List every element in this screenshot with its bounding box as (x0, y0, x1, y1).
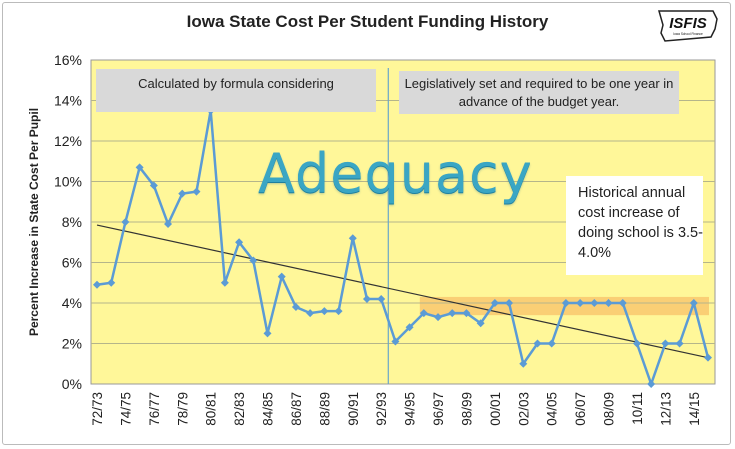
isfis-logo: ISFIS Iowa School Finance (658, 10, 718, 42)
x-tick-label: 08/09 (602, 392, 617, 426)
data-point (277, 272, 286, 281)
x-tick-label: 98/99 (459, 392, 474, 426)
data-point (348, 234, 357, 243)
x-tick-label: 10/11 (630, 392, 645, 425)
y-tick-label: 2% (62, 336, 82, 352)
data-point (689, 299, 698, 307)
data-point (519, 359, 528, 368)
y-tick-label: 8% (62, 214, 82, 230)
x-tick-label: 76/77 (147, 392, 162, 426)
chart-frame (2, 2, 731, 445)
x-tick-label: 78/79 (175, 392, 190, 426)
data-point (249, 256, 258, 265)
data-point (362, 294, 371, 303)
data-point (306, 309, 315, 318)
data-point (647, 380, 656, 388)
svg-text:Iowa School Finance: Iowa School Finance (673, 32, 703, 36)
data-point (135, 163, 144, 172)
data-point (320, 307, 329, 316)
x-tick-label: 82/83 (232, 392, 247, 426)
data-point (561, 299, 570, 307)
x-tick-label: 94/95 (403, 392, 418, 426)
data-point (235, 238, 244, 247)
data-point (604, 299, 613, 307)
data-point (220, 278, 229, 287)
x-tick-label: 02/03 (516, 392, 531, 426)
y-tick-label: 12% (54, 133, 82, 149)
data-point (164, 220, 173, 229)
legislative-annotation: Legislatively set and required to be one… (399, 71, 679, 114)
x-tick-label: 86/87 (289, 392, 304, 426)
x-tick-label: 84/85 (261, 392, 276, 426)
y-tick-label: 4% (62, 295, 82, 311)
y-tick-label: 0% (62, 376, 82, 392)
x-tick-label: 96/97 (431, 392, 446, 426)
data-point (419, 309, 428, 318)
adequacy-wordart: Adequacy (258, 142, 533, 205)
historical-cost-annotation: Historical annual cost increase of doing… (566, 176, 703, 275)
data-point (178, 189, 187, 198)
y-axis-label: Percent Increase in State Cost Per Pupil (27, 108, 41, 336)
x-tick-label: 00/01 (488, 392, 503, 426)
x-tick-label: 72/73 (90, 392, 105, 426)
formula-annotation: Calculated by formula considering (96, 69, 376, 112)
x-tick-label: 14/15 (687, 392, 702, 426)
x-tick-label: 12/13 (658, 392, 673, 426)
svg-text:ISFIS: ISFIS (669, 15, 707, 32)
x-tick-label: 04/05 (545, 392, 560, 426)
chart-title: Iowa State Cost Per Student Funding Hist… (186, 12, 549, 31)
data-point (505, 299, 514, 307)
data-point (618, 299, 627, 307)
data-point (476, 319, 485, 328)
data-point (547, 339, 556, 348)
data-point (448, 309, 457, 318)
data-point (462, 309, 471, 318)
y-tick-label: 16% (54, 52, 82, 68)
x-tick-label: 90/91 (346, 392, 361, 426)
data-point (533, 339, 542, 348)
x-tick-label: 74/75 (118, 392, 133, 426)
data-point (490, 299, 499, 307)
data-point (632, 339, 641, 348)
data-point (675, 339, 684, 348)
y-tick-label: 10% (54, 174, 82, 190)
x-tick-label: 88/89 (317, 392, 332, 426)
data-point (590, 299, 599, 307)
data-point (576, 299, 585, 307)
data-point (149, 181, 158, 190)
data-point (263, 329, 272, 338)
data-point (704, 353, 712, 362)
y-tick-label: 14% (54, 93, 82, 109)
data-point (192, 187, 201, 196)
data-point (434, 313, 443, 322)
x-tick-label: 92/93 (374, 392, 389, 426)
trendline (96, 224, 709, 359)
data-point (391, 337, 400, 346)
data-point (121, 218, 130, 226)
x-tick-label: 06/07 (573, 392, 588, 426)
y-tick-label: 6% (62, 255, 82, 271)
data-point (107, 278, 116, 287)
data-point (377, 294, 386, 303)
x-tick-label: 80/81 (204, 392, 219, 426)
data-point (405, 323, 414, 332)
data-point (291, 303, 300, 312)
data-point (334, 307, 343, 316)
data-point (93, 280, 101, 289)
data-point (661, 339, 670, 348)
